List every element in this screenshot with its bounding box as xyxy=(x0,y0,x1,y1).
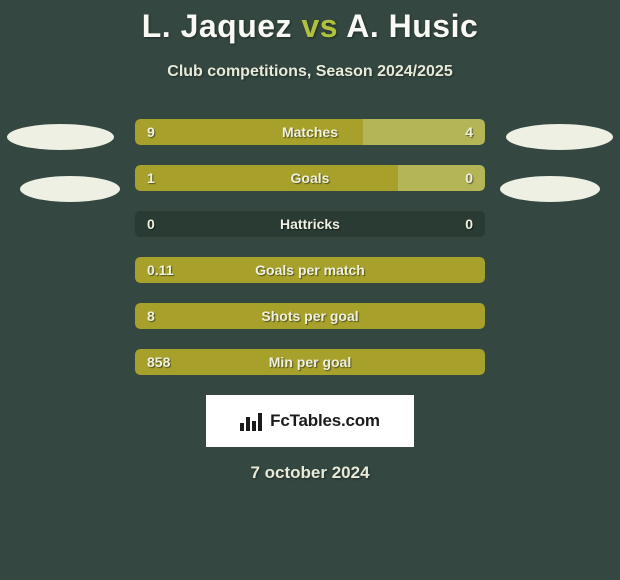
subtitle: Club competitions, Season 2024/2025 xyxy=(0,63,620,81)
stat-left-value: 0.11 xyxy=(147,262,173,278)
stat-right-value: 0 xyxy=(465,170,473,186)
placeholder-oval-right xyxy=(506,124,613,150)
placeholder-oval-left xyxy=(20,176,120,202)
stat-right-value: 0 xyxy=(465,216,473,232)
stat-row: 1 0 Goals xyxy=(135,165,485,191)
placeholder-oval-right xyxy=(500,176,600,202)
title-left-name: L. Jaquez xyxy=(142,8,292,44)
stat-label: Hattricks xyxy=(280,216,340,232)
stat-row: 0 0 Hattricks xyxy=(135,211,485,237)
stat-label: Shots per goal xyxy=(261,308,358,324)
fctables-logo-icon xyxy=(240,411,264,431)
comparison-infographic: L. Jaquez vs A. Husic Club competitions,… xyxy=(0,0,620,580)
stat-label: Matches xyxy=(282,124,338,140)
title-vs: vs xyxy=(301,8,338,44)
stat-left-value: 1 xyxy=(147,170,155,186)
stat-label: Min per goal xyxy=(269,354,351,370)
brand-box: FcTables.com xyxy=(206,395,414,447)
stat-left-value: 858 xyxy=(147,354,170,370)
stat-row: 858 Min per goal xyxy=(135,349,485,375)
stat-row: 9 4 Matches xyxy=(135,119,485,145)
bar-left xyxy=(135,165,398,191)
stat-left-value: 9 xyxy=(147,124,155,140)
stat-row: 0.11 Goals per match xyxy=(135,257,485,283)
stat-left-value: 0 xyxy=(147,216,155,232)
placeholder-oval-left xyxy=(7,124,114,150)
stat-rows: 9 4 Matches 1 0 Goals 0 0 Hattricks 0.11 Goals per… xyxy=(135,119,485,375)
stat-row: 8 Shots per goal xyxy=(135,303,485,329)
stat-label: Goals per match xyxy=(255,262,365,278)
date-text: 7 october 2024 xyxy=(0,463,620,483)
stat-left-value: 8 xyxy=(147,308,155,324)
title-right-name: A. Husic xyxy=(346,8,478,44)
page-title: L. Jaquez vs A. Husic xyxy=(0,8,620,45)
brand-text: FcTables.com xyxy=(270,411,380,431)
stat-right-value: 4 xyxy=(465,124,473,140)
stat-label: Goals xyxy=(291,170,330,186)
